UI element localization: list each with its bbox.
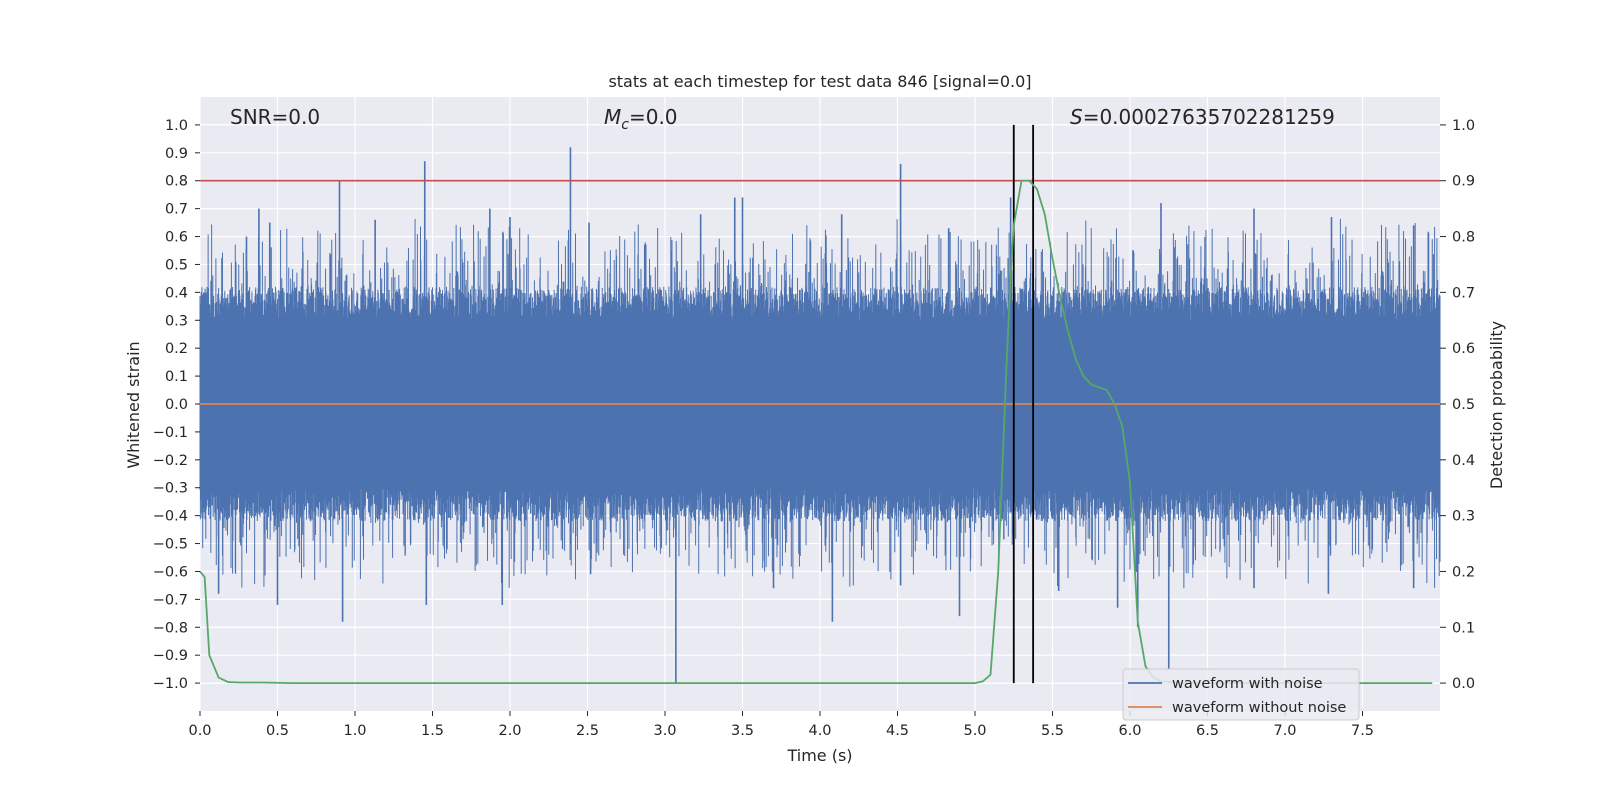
x-tick-label: 6.5: [1196, 723, 1219, 739]
y2-tick-label: 0.4: [1452, 453, 1475, 469]
legend: waveform with noise waveform without noi…: [1122, 668, 1360, 721]
y-tick-label: 0.7: [165, 202, 188, 218]
y-tick-label: −0.6: [153, 564, 188, 580]
y-axis-right: 1.0 0.9 0.8 0.7 0.6 0.5 0.4 0.3 0.2 0.1 0.0: [1440, 118, 1475, 692]
y-tick-label: −0.9: [153, 648, 188, 664]
y2-tick-label: 0.0: [1452, 676, 1475, 692]
y2-tick-label: 1.0: [1452, 118, 1475, 134]
legend-label-with-noise: waveform with noise: [1172, 676, 1323, 692]
s-symbol: S: [1070, 105, 1083, 129]
y-tick-label: 0.0: [165, 397, 188, 413]
y-tick-label: −0.7: [153, 592, 188, 608]
y2-axis-label: Detection probability: [1487, 321, 1506, 489]
legend-label-without-noise: waveform without noise: [1172, 700, 1346, 716]
x-axis-label: Time (s): [786, 746, 852, 765]
y-axis-left: 1.0 0.9 0.8 0.7 0.6 0.5 0.4 0.3 0.2 0.1 0.0 −0.1 −0.…: [153, 118, 200, 692]
s-value: =0.00027635702281259: [1083, 105, 1335, 129]
y-axis-label: Whitened strain: [124, 341, 143, 468]
x-tick-label: 1.0: [343, 723, 366, 739]
x-tick-label: 7.5: [1351, 723, 1374, 739]
y2-tick-label: 0.1: [1452, 620, 1475, 636]
y-tick-label: 1.0: [165, 118, 188, 134]
y2-tick-label: 0.5: [1452, 397, 1475, 413]
y2-tick-label: 0.6: [1452, 341, 1475, 357]
y2-tick-label: 0.8: [1452, 230, 1475, 246]
snr-annotation: SNR=0.0: [230, 105, 320, 129]
chirp-mass-annotation: Mc=0.0: [604, 105, 678, 133]
chirp-mass-subscript: c: [621, 117, 629, 133]
y2-tick-label: 0.3: [1452, 509, 1475, 525]
x-tick-label: 5.5: [1041, 723, 1064, 739]
y-tick-label: 0.8: [165, 174, 188, 190]
y-tick-label: −0.2: [153, 453, 188, 469]
x-tick-label: 3.5: [731, 723, 754, 739]
y-tick-label: 0.9: [165, 146, 188, 162]
y2-tick-label: 0.2: [1452, 564, 1475, 580]
y-tick-label: −0.8: [153, 620, 188, 636]
x-tick-label: 4.0: [808, 723, 831, 739]
y-tick-label: 0.4: [165, 285, 188, 301]
y-tick-label: 0.2: [165, 341, 188, 357]
y-tick-label: 0.1: [165, 369, 188, 385]
y-tick-label: −0.3: [153, 481, 188, 497]
y-tick-label: 0.5: [165, 257, 188, 273]
x-tick-label: 5.0: [963, 723, 986, 739]
x-tick-label: 0.5: [266, 723, 289, 739]
x-tick-label: 1.5: [421, 723, 444, 739]
overlays: [199, 124, 1440, 684]
y-tick-label: −1.0: [153, 676, 188, 692]
x-tick-label: 3.0: [653, 723, 676, 739]
y-tick-label: 0.6: [165, 230, 188, 246]
y-tick-label: −0.1: [153, 425, 188, 441]
chirp-mass-value: =0.0: [629, 105, 678, 129]
legend-box: [1122, 668, 1360, 721]
chirp-mass-symbol: M: [604, 105, 621, 129]
y-tick-label: −0.5: [153, 537, 188, 553]
x-tick-label: 2.0: [498, 723, 521, 739]
x-tick-label: 2.5: [576, 723, 599, 739]
s-annotation: S=0.00027635702281259: [1070, 105, 1335, 129]
y-tick-label: 0.3: [165, 313, 188, 329]
x-tick-label: 4.5: [886, 723, 909, 739]
x-tick-label: 6.0: [1118, 723, 1141, 739]
y2-tick-label: 0.7: [1452, 285, 1475, 301]
y-tick-label: −0.4: [153, 509, 188, 525]
x-axis: 0.0 0.5 1.0 1.5 2.0 2.5 3.0 3.5 4.0 4.5 5.0 5.5 6.0 6…: [188, 711, 1374, 739]
chart-title: stats at each timestep for test data 846…: [608, 72, 1031, 91]
y2-tick-label: 0.9: [1452, 174, 1475, 190]
x-tick-label: 0.0: [188, 723, 211, 739]
detection-probability-line: [199, 179, 1433, 684]
x-tick-label: 7.0: [1273, 723, 1296, 739]
